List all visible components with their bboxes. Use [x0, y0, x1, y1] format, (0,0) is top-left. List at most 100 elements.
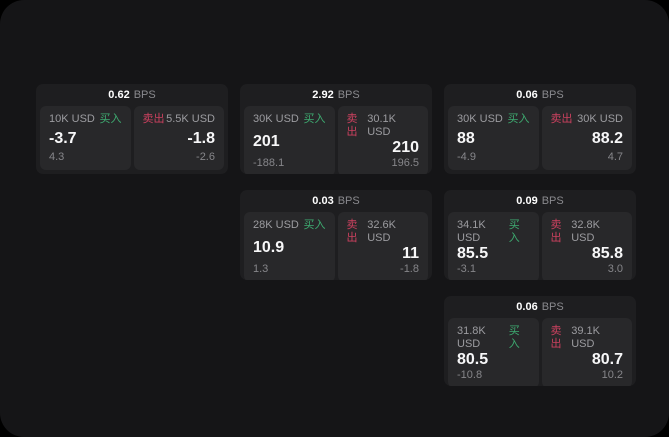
buy-panel[interactable]: 28K USD 买入 10.9 1.3 [244, 212, 335, 280]
sell-side-label: 卖出 [142, 113, 165, 125]
buy-change: -4.9 [457, 151, 476, 163]
buy-price: 80.5 [457, 351, 489, 368]
spread-unit: BPS [133, 89, 156, 101]
sell-price: 80.7 [591, 351, 623, 368]
quote-body: 10K USD 买入 -3.7 4.3 卖出 5.5K USD -1.8 -2.… [36, 106, 228, 174]
sell-panel[interactable]: 卖出 32.8K USD 85.8 3.0 [541, 212, 632, 280]
sell-amount: 30.1K USD [367, 113, 396, 138]
spread-value: 0.09 [516, 195, 538, 207]
buy-panel-top: 30K USD 买入 [253, 113, 326, 126]
sell-panel-top: 卖出 30K USD [551, 113, 624, 126]
quote-card: 0.06 BPS 30K USD 买入 88 -4.9 卖出 30K USD [444, 84, 636, 174]
sell-side-label: 卖出 [550, 219, 562, 244]
spread-value: 0.62 [108, 89, 130, 101]
sell-panel[interactable]: 卖出 30.1K USD 210 196.5 [337, 106, 428, 174]
spread-header: 0.09 BPS [444, 190, 636, 212]
quote-card-grid: 0.62 BPS 10K USD 买入 -3.7 4.3 卖出 5.5K USD [36, 84, 636, 386]
buy-amount: 28K USD [253, 219, 299, 231]
quote-card: 0.09 BPS 34.1K USD 买入 85.5 -3.1 卖出 32.8K… [444, 190, 636, 280]
buy-panel[interactable]: 31.8K USD 买入 80.5 -10.8 [448, 318, 539, 386]
spread-header: 0.06 BPS [444, 84, 636, 106]
sell-amount: 39.1K USD [571, 325, 600, 350]
sell-amount: 32.6K USD [367, 219, 396, 244]
buy-panel-top: 28K USD 买入 [253, 219, 326, 232]
buy-price: 88 [457, 129, 475, 147]
quote-card: 0.06 BPS 31.8K USD 买入 80.5 -10.8 卖出 39.1… [444, 296, 636, 386]
buy-panel-top: 10K USD 买入 [49, 113, 122, 126]
buy-side-label: 买入 [303, 219, 326, 231]
sell-amount: 32.8K USD [571, 219, 600, 244]
buy-panel[interactable]: 30K USD 买入 88 -4.9 [448, 106, 539, 170]
sell-panel-top: 卖出 39.1K USD [551, 325, 624, 351]
spread-unit: BPS [337, 195, 360, 207]
buy-panel-top: 31.8K USD 买入 [457, 325, 530, 351]
buy-side-label: 买入 [507, 113, 530, 125]
quote-card: 2.92 BPS 30K USD 买入 201 -188.1 卖出 30.1K … [240, 84, 432, 174]
sell-panel-top: 卖出 30.1K USD [347, 113, 420, 139]
buy-panel[interactable]: 30K USD 买入 201 -188.1 [244, 106, 335, 174]
buy-panel[interactable]: 10K USD 买入 -3.7 4.3 [40, 106, 131, 170]
spread-value: 0.06 [516, 89, 538, 101]
quote-body: 31.8K USD 买入 80.5 -10.8 卖出 39.1K USD 80.… [444, 318, 636, 386]
quote-card: 0.03 BPS 28K USD 买入 10.9 1.3 卖出 32.6K US… [240, 190, 432, 280]
sell-change: 3.0 [607, 263, 623, 275]
sell-amount: 30K USD [577, 113, 623, 125]
buy-panel-top: 30K USD 买入 [457, 113, 530, 126]
quote-card: 0.62 BPS 10K USD 买入 -3.7 4.3 卖出 5.5K USD [36, 84, 228, 174]
buy-amount: 30K USD [253, 113, 299, 125]
sell-panel[interactable]: 卖出 39.1K USD 80.7 10.2 [541, 318, 632, 386]
buy-side-label: 买入 [303, 113, 326, 125]
sell-change: 196.5 [391, 157, 419, 169]
buy-change: 4.3 [49, 151, 65, 163]
buy-side-label: 买入 [508, 219, 520, 244]
buy-amount: 30K USD [457, 113, 503, 125]
spread-value: 0.06 [516, 301, 538, 313]
spread-value: 2.92 [312, 89, 334, 101]
quote-body: 28K USD 买入 10.9 1.3 卖出 32.6K USD 11 -1.8 [240, 212, 432, 280]
sell-amount: 5.5K USD [166, 113, 215, 125]
spread-unit: BPS [541, 301, 564, 313]
buy-change: -188.1 [253, 157, 285, 169]
buy-panel-top: 34.1K USD 买入 [457, 219, 530, 245]
buy-price: 85.5 [457, 245, 489, 262]
spread-value: 0.03 [312, 195, 334, 207]
spread-unit: BPS [337, 89, 360, 101]
sell-price: -1.8 [187, 129, 215, 147]
sell-side-label: 卖出 [550, 325, 562, 350]
buy-price: -3.7 [49, 129, 77, 147]
sell-panel[interactable]: 卖出 30K USD 88.2 4.7 [541, 106, 632, 170]
sell-price: 210 [392, 139, 419, 156]
sell-side-label: 卖出 [346, 219, 358, 244]
sell-price: 88.2 [591, 129, 623, 147]
buy-amount: 10K USD [49, 113, 95, 125]
spread-unit: BPS [541, 195, 564, 207]
buy-panel[interactable]: 34.1K USD 买入 85.5 -3.1 [448, 212, 539, 280]
buy-change: -3.1 [457, 263, 476, 275]
spread-header: 0.62 BPS [36, 84, 228, 106]
sell-price: 85.8 [591, 245, 623, 262]
sell-panel[interactable]: 卖出 5.5K USD -1.8 -2.6 [133, 106, 224, 170]
quote-body: 30K USD 买入 88 -4.9 卖出 30K USD 88.2 4.7 [444, 106, 636, 174]
sell-panel-top: 卖出 5.5K USD [143, 113, 216, 126]
buy-side-label: 买入 [99, 113, 122, 125]
sell-change: 10.2 [601, 369, 623, 381]
sell-side-label: 卖出 [550, 113, 573, 125]
buy-amount: 31.8K USD [457, 325, 486, 350]
buy-side-label: 买入 [508, 325, 520, 350]
quote-body: 30K USD 买入 201 -188.1 卖出 30.1K USD 210 1… [240, 106, 432, 174]
quote-body: 34.1K USD 买入 85.5 -3.1 卖出 32.8K USD 85.8… [444, 212, 636, 280]
sell-change: -2.6 [196, 151, 215, 163]
buy-price: 201 [253, 132, 280, 150]
buy-amount: 34.1K USD [457, 219, 486, 244]
sell-panel-top: 卖出 32.8K USD [551, 219, 624, 245]
buy-change: -10.8 [457, 369, 483, 381]
sell-panel-top: 卖出 32.6K USD [347, 219, 420, 245]
buy-change: 1.3 [253, 263, 269, 275]
sell-price: 11 [402, 245, 419, 262]
spread-unit: BPS [541, 89, 564, 101]
buy-price: 10.9 [253, 238, 285, 256]
sell-panel[interactable]: 卖出 32.6K USD 11 -1.8 [337, 212, 428, 280]
sell-side-label: 卖出 [346, 113, 358, 138]
spread-header: 0.03 BPS [240, 190, 432, 212]
